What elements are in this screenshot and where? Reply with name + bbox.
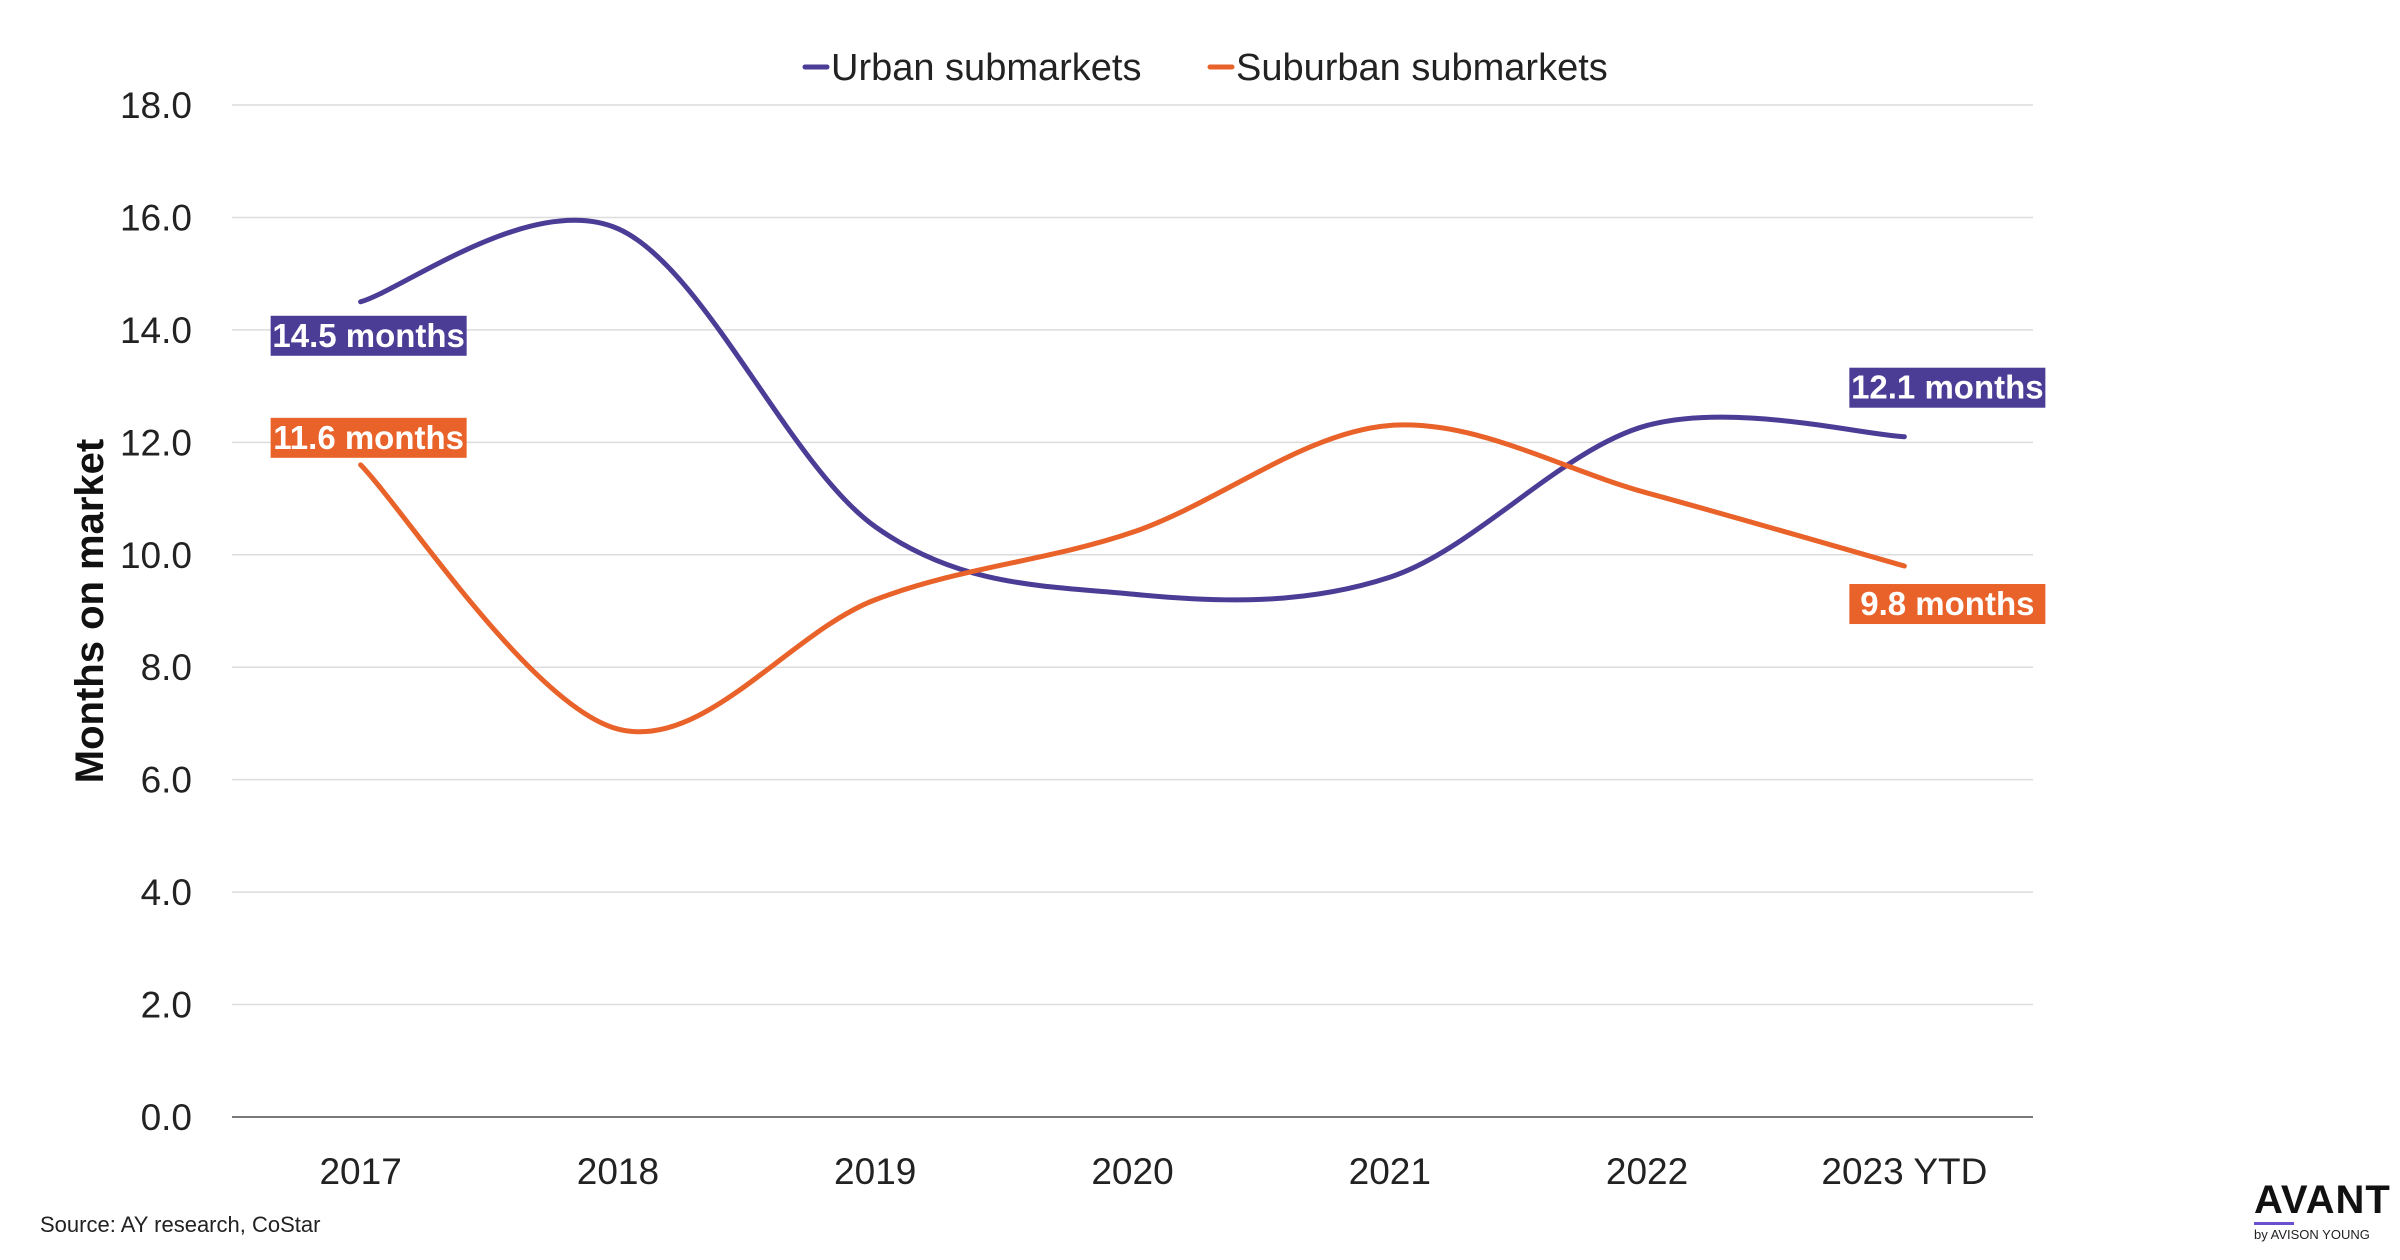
data-label-text: 11.6 months (273, 419, 464, 456)
series-line-urban (358, 217, 1907, 603)
data-labels: 14.5 months 12.1 months 11.6 months 9.8 mon… (270, 315, 2046, 625)
y-tick-label: 18.0 (120, 85, 192, 126)
series-lines (358, 217, 1907, 735)
x-tick-label: 2022 (1606, 1151, 1688, 1192)
series-line-suburban (358, 422, 1907, 735)
y-tick-label: 0.0 (141, 1097, 192, 1138)
data-label-box (1849, 367, 2046, 408)
data-label-text: 12.1 months (1851, 369, 2044, 406)
x-tick-label: 2017 (319, 1151, 401, 1192)
data-label-box (270, 417, 467, 458)
logo-wordmark: AVANT (2254, 1178, 2391, 1222)
y-tick-label: 16.0 (120, 197, 192, 238)
x-axis-ticks: 2017 2018 2019 2020 2021 2022 2023 YTD (319, 1151, 1987, 1192)
legend: Urban submarkets Suburban submarkets (802, 47, 1608, 89)
y-tick-label: 4.0 (141, 872, 192, 913)
x-tick-label: 2023 YTD (1821, 1151, 1987, 1192)
legend-label-urban: Urban submarkets (831, 47, 1141, 89)
data-label-text: 9.8 months (1860, 585, 2034, 622)
logo-accent-bar (2254, 1222, 2294, 1225)
y-tick-label: 8.0 (141, 647, 192, 688)
y-axis-ticks: 0.0 2.0 4.0 6.0 8.0 10.0 12.0 14.0 16.0 18.0 (120, 85, 192, 1138)
source-note: Source: AY research, CoStar (40, 1212, 321, 1237)
y-tick-label: 6.0 (141, 760, 192, 801)
legend-label-suburban: Suburban submarkets (1236, 47, 1608, 89)
brand-logo: AVANT by AVISON YOUNG (2254, 1178, 2391, 1242)
x-tick-label: 2020 (1091, 1151, 1173, 1192)
x-tick-label: 2018 (577, 1151, 659, 1192)
logo-subtitle: by AVISON YOUNG (2254, 1227, 2370, 1242)
y-axis-label: Months on market (68, 439, 112, 783)
data-label-box (1849, 584, 2046, 625)
grid-lines (232, 104, 2033, 1118)
y-tick-label: 2.0 (141, 985, 192, 1026)
y-tick-label: 12.0 (120, 422, 192, 463)
x-tick-label: 2021 (1349, 1151, 1431, 1192)
data-label-text: 14.5 months (272, 317, 465, 354)
x-tick-label: 2019 (834, 1151, 916, 1192)
y-tick-label: 14.0 (120, 310, 192, 351)
data-label-box (270, 315, 467, 356)
y-tick-label: 10.0 (120, 535, 192, 576)
